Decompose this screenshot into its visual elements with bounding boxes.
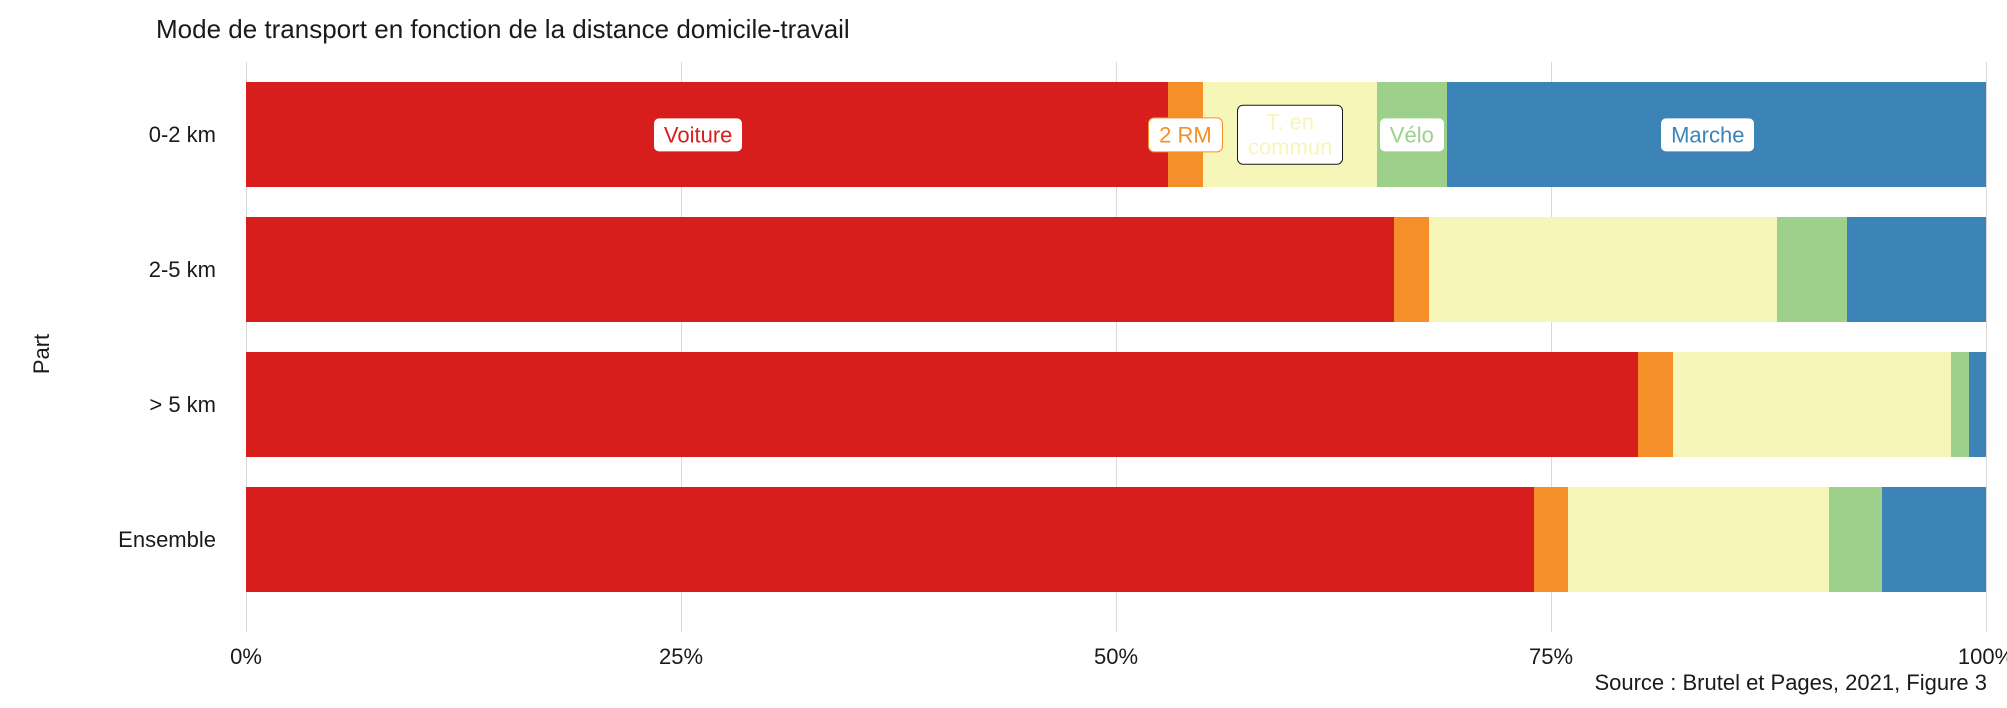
category-label-ensemble: Ensemble — [118, 527, 216, 553]
segment-tc — [1429, 217, 1777, 322]
chart-title: Mode de transport en fonction de la dist… — [156, 14, 850, 45]
y-axis-title: Part — [29, 334, 55, 374]
segment-deux_rm — [1638, 352, 1673, 457]
gridline — [1986, 62, 1987, 632]
segment-velo — [1777, 217, 1847, 322]
bar-row-ensemble — [246, 487, 1986, 592]
segment-marche — [1847, 217, 1986, 322]
segment-marche — [1969, 352, 1986, 457]
x-tick-label: 75% — [1529, 644, 1573, 670]
series-label-velo: Vélo — [1379, 117, 1445, 152]
bar-row-d5p — [246, 352, 1986, 457]
segment-velo — [1951, 352, 1968, 457]
x-tick-label: 25% — [659, 644, 703, 670]
x-tick-label: 100% — [1958, 644, 2007, 670]
category-label-d5p: > 5 km — [149, 392, 216, 418]
segment-deux_rm — [1534, 487, 1569, 592]
segment-tc — [1568, 487, 1829, 592]
segment-tc — [1673, 352, 1951, 457]
segment-voiture — [246, 487, 1534, 592]
category-label-d0_2: 0-2 km — [149, 122, 216, 148]
series-label-deux_rm: 2 RM — [1148, 117, 1223, 152]
segment-marche — [1882, 487, 1986, 592]
series-label-marche: Marche — [1660, 117, 1755, 152]
series-label-tc: T. encommun — [1237, 104, 1343, 165]
segment-velo — [1829, 487, 1881, 592]
transport-mode-chart: Mode de transport en fonction de la dist… — [0, 0, 2007, 708]
x-tick-label: 50% — [1094, 644, 1138, 670]
category-label-d2_5: 2-5 km — [149, 257, 216, 283]
x-tick-label: 0% — [230, 644, 262, 670]
segment-voiture — [246, 352, 1638, 457]
series-label-voiture: Voiture — [653, 117, 744, 152]
source-caption: Source : Brutel et Pages, 2021, Figure 3 — [1594, 670, 1987, 696]
bar-row-d2_5 — [246, 217, 1986, 322]
segment-voiture — [246, 217, 1394, 322]
plot-area: 0%25%50%75%100%0-2 km2-5 km> 5 kmEnsembl… — [246, 62, 1986, 632]
segment-deux_rm — [1394, 217, 1429, 322]
